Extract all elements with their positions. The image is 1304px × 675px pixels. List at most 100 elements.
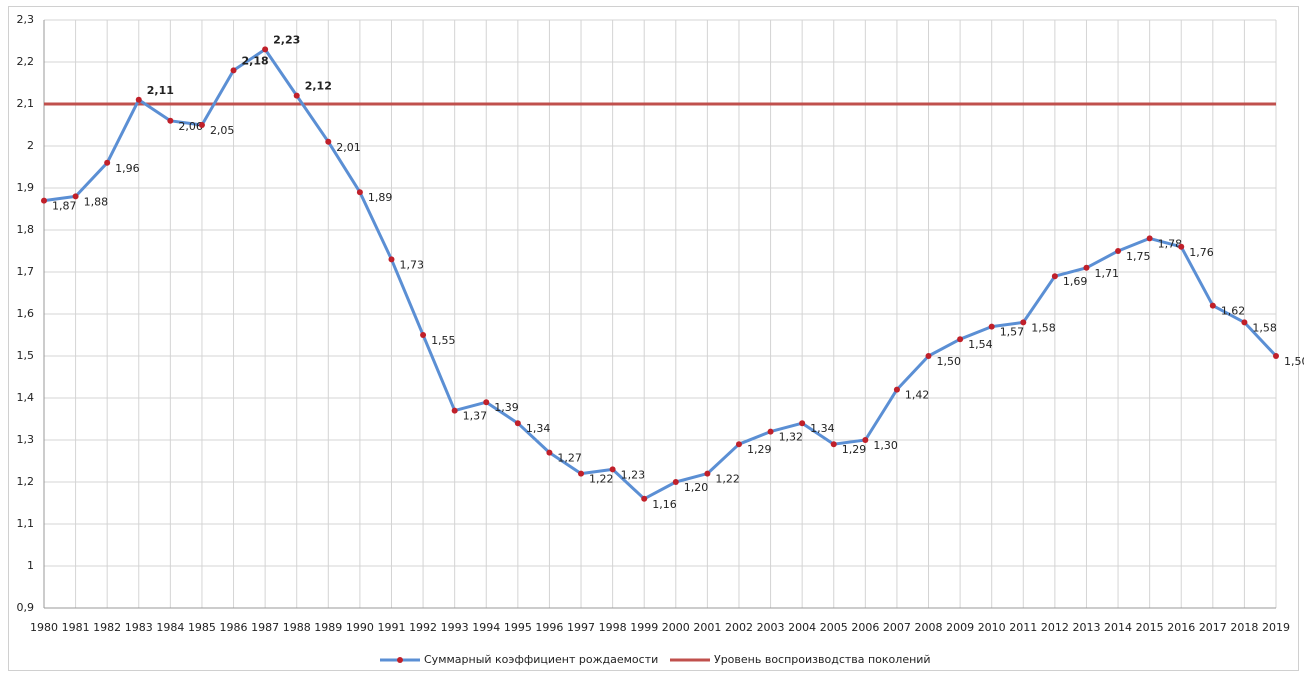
data-label: 1,23 [621, 468, 646, 481]
data-label: 1,71 [1094, 267, 1119, 280]
data-point [957, 336, 964, 343]
data-label: 1,30 [873, 439, 898, 452]
data-label: 2,01 [336, 141, 361, 154]
data-label: 2,05 [210, 124, 235, 137]
y-tick-label: 0,9 [17, 601, 35, 614]
x-tick-label: 1981 [62, 621, 90, 634]
data-label: 2,18 [242, 54, 269, 67]
data-label: 1,73 [399, 258, 424, 271]
x-tick-label: 1999 [630, 621, 658, 634]
x-tick-label: 1996 [535, 621, 563, 634]
data-label: 1,96 [115, 162, 140, 175]
data-label: 2,23 [273, 33, 300, 46]
data-label: 1,16 [652, 498, 677, 511]
data-label: 1,75 [1126, 250, 1151, 263]
x-tick-label: 1995 [504, 621, 532, 634]
x-tick-label: 1997 [567, 621, 595, 634]
x-tick-label: 2007 [883, 621, 911, 634]
data-label: 1,34 [526, 422, 551, 435]
data-label: 1,50 [1284, 355, 1304, 368]
data-point [1115, 248, 1122, 254]
data-point [262, 46, 269, 53]
y-tick-label: 2,1 [17, 97, 35, 110]
data-label: 1,37 [463, 410, 488, 423]
data-point [356, 189, 363, 196]
x-tick-label: 2017 [1199, 621, 1227, 634]
data-point [1241, 319, 1248, 326]
data-point [925, 353, 932, 359]
data-point [830, 441, 837, 448]
data-point [578, 470, 585, 477]
x-tick-label: 1980 [30, 621, 58, 634]
data-point [198, 122, 205, 128]
data-label: 1,50 [937, 355, 962, 368]
data-point [41, 197, 47, 204]
y-tick-label: 1 [27, 559, 34, 572]
x-tick-label: 2015 [1136, 621, 1164, 634]
x-tick-label: 2011 [1009, 621, 1037, 634]
data-label: 1,62 [1221, 305, 1246, 318]
x-tick-label: 2002 [725, 621, 753, 634]
data-label: 1,20 [684, 481, 709, 494]
y-tick-label: 1,9 [17, 181, 35, 194]
series-line [43, 47, 1278, 501]
data-label: 1,76 [1189, 246, 1214, 259]
data-point [893, 386, 900, 393]
data-label: 1,22 [715, 473, 740, 486]
data-label: 2,12 [305, 80, 332, 93]
data-point [167, 117, 174, 124]
data-point [483, 399, 490, 406]
legend-label: Суммарный коэффициент рождаемости [424, 653, 658, 666]
data-point [641, 495, 648, 502]
legend-label: Уровень воспроизводства поколений [714, 653, 931, 666]
y-tick-label: 1,1 [17, 517, 35, 530]
x-tick-label: 1994 [472, 621, 500, 634]
x-tick-label: 1989 [314, 621, 342, 634]
data-point [1020, 319, 1027, 326]
data-label: 1,58 [1252, 321, 1277, 334]
y-tick-label: 1,5 [17, 349, 35, 362]
x-tick-label: 2019 [1262, 621, 1290, 634]
y-tick-label: 1,4 [17, 391, 35, 404]
y-tick-label: 2 [27, 139, 34, 152]
x-tick-label: 2008 [915, 621, 943, 634]
data-label: 1,55 [431, 334, 456, 347]
x-tick-label: 1987 [251, 621, 279, 634]
data-point [1209, 302, 1216, 309]
data-point [767, 428, 774, 435]
x-tick-label: 1985 [188, 621, 216, 634]
data-point [704, 470, 711, 477]
chart-frame [8, 6, 1299, 671]
x-tick-label: 2009 [946, 621, 974, 634]
data-point [1146, 235, 1153, 242]
x-tick-label: 1988 [283, 621, 311, 634]
x-tick-label: 1984 [156, 621, 184, 634]
data-point [325, 138, 332, 145]
data-label: 1,78 [1158, 237, 1183, 250]
x-tick-label: 2003 [757, 621, 785, 634]
x-tick-label: 2013 [1072, 621, 1100, 634]
data-point [420, 332, 427, 338]
y-tick-label: 1,6 [17, 307, 35, 320]
data-label: 1,32 [779, 431, 804, 444]
y-tick-label: 1,7 [17, 265, 35, 278]
x-tick-label: 1998 [599, 621, 627, 634]
y-tick-label: 1,8 [17, 223, 35, 236]
data-label: 1,42 [905, 389, 930, 402]
data-point [862, 437, 869, 443]
y-tick-label: 2,3 [17, 13, 35, 26]
x-tick-label: 2000 [662, 621, 690, 634]
data-label: 1,39 [494, 401, 519, 414]
y-tick-label: 1,3 [17, 433, 35, 446]
x-tick-label: 1993 [441, 621, 469, 634]
data-point [1273, 353, 1279, 359]
x-tick-label: 2006 [851, 621, 879, 634]
data-point [514, 420, 521, 427]
data-label: 1,27 [557, 452, 582, 465]
data-point [293, 92, 300, 99]
data-label: 1,89 [368, 191, 393, 204]
x-tick-label: 1991 [377, 621, 405, 634]
data-point [135, 96, 142, 103]
data-label: 1,34 [810, 422, 835, 435]
